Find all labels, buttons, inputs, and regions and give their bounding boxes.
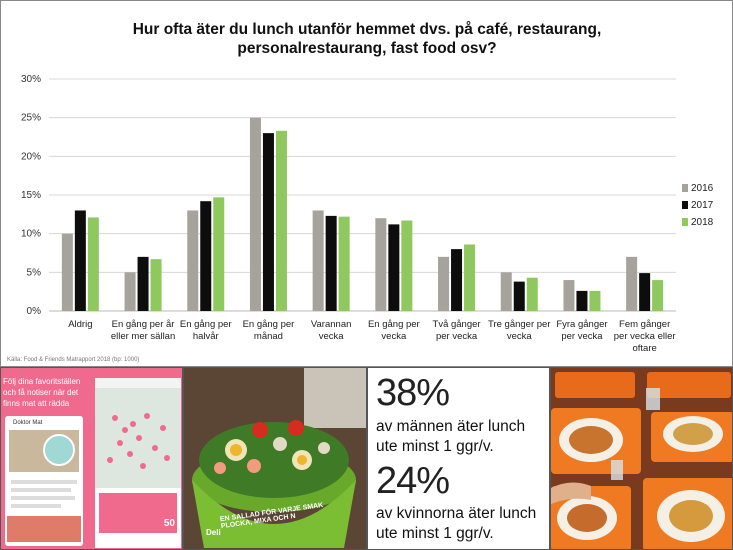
bar-2016-2 <box>187 210 199 311</box>
category-label: Fem gånger per vecka eller oftare <box>614 319 676 354</box>
bar-2016-3 <box>249 117 261 312</box>
bar-2017-1 <box>137 256 149 311</box>
category-label: En gång per halvår <box>180 319 232 342</box>
bar-2017-4 <box>325 215 337 311</box>
category-label: En gång per månad <box>243 319 295 342</box>
bar-2018-0 <box>87 217 99 311</box>
bar-2017-7 <box>513 281 525 311</box>
offer-card: 50 <box>99 493 177 533</box>
legend-swatch-2017 <box>682 201 688 209</box>
y-tick-label: 20% <box>21 151 41 162</box>
chart-title-line-1: Hur ofta äter du lunch utanför hemmet dv… <box>133 21 602 38</box>
legend-swatch-2018 <box>682 218 688 226</box>
bar-2018-4 <box>338 216 350 311</box>
bar-2017-5 <box>388 224 400 311</box>
map-view <box>95 388 181 488</box>
category-label: Varannan vecka <box>311 319 352 342</box>
bar-2016-4 <box>312 210 324 311</box>
category-label: Fyra gånger per vecka <box>556 319 607 342</box>
bar-2017-3 <box>262 133 274 311</box>
bar-2016-7 <box>500 272 512 311</box>
legend-label-2016: 2016 <box>691 183 714 194</box>
y-tick-label: 25% <box>21 113 41 124</box>
bar-2017-2 <box>200 201 212 311</box>
men-text-line-2: ute minst 1 ggr/v. <box>376 438 494 455</box>
bar-2018-1 <box>150 259 162 311</box>
women-text-line-2: ute minst 1 ggr/v. <box>376 525 494 542</box>
bar-2016-0 <box>61 233 73 311</box>
map-screen: 50 <box>95 378 181 548</box>
app-card-title: Doktor Mat <box>13 420 43 426</box>
bowl-brand: Deli <box>206 528 221 537</box>
bar-2016-5 <box>375 218 387 311</box>
chart-panel: Hur ofta äter du lunch utanför hemmet dv… <box>0 0 733 367</box>
bar-2018-6 <box>464 244 476 311</box>
category-label: En gång per år eller mer sällan <box>111 319 175 342</box>
category-label: Tre gånger per vecka <box>488 319 551 342</box>
women-percent: 24% <box>376 460 450 502</box>
y-tick-label: 0% <box>27 306 42 317</box>
bar-2017-6 <box>451 249 463 311</box>
bar-chart: Hur ofta äter du lunch utanför hemmet dv… <box>7 21 714 363</box>
women-text-line-1: av kvinnorna äter lunch <box>376 505 537 522</box>
bar-2017-8 <box>576 290 588 311</box>
legend-swatch-2016 <box>682 184 688 192</box>
y-tick-label: 30% <box>21 74 41 85</box>
logo-badge <box>43 434 75 466</box>
bar-2016-9 <box>626 256 638 311</box>
bar-2018-3 <box>275 130 287 311</box>
bar-2016-1 <box>124 272 136 311</box>
bar-2018-8 <box>589 290 601 311</box>
bar-2017-9 <box>639 273 651 311</box>
salad-bowl-illustration <box>184 368 366 549</box>
bar-2016-6 <box>438 256 450 311</box>
category-label: Aldrig <box>68 319 92 330</box>
bar-2018-5 <box>401 220 413 311</box>
bar-2016-8 <box>563 280 575 311</box>
app-screenshot-panel: Följ dina favoritställen och få notiser … <box>0 367 183 550</box>
men-percent: 38% <box>376 372 450 414</box>
offer-price: 50 <box>163 518 175 529</box>
y-tick-label: 15% <box>21 190 41 201</box>
y-tick-label: 5% <box>27 267 42 278</box>
app-header-text: Följ dina favoritställen och få notiser … <box>3 377 81 408</box>
app-card: Doktor Mat <box>5 416 83 546</box>
chart-source: Källa: Food & Friends Matrapport 2018 (b… <box>7 357 139 363</box>
statistics-panel: 38% av männen äter lunch ute minst 1 ggr… <box>367 367 550 550</box>
salad-photo-panel: EN SALLAD FÖR VARJE SMAK PLOCKA, MIXA OC… <box>183 367 367 550</box>
bar-2018-9 <box>652 280 664 311</box>
cafeteria-trays-illustration <box>551 368 732 549</box>
men-text-line-1: av männen äter lunch <box>376 418 526 435</box>
bar-2018-2 <box>213 197 225 311</box>
chart-title-line-2: personalrestaurang, fast food osv? <box>237 40 496 57</box>
category-label: Två gånger per vecka <box>433 319 481 342</box>
bar-2017-0 <box>74 210 86 311</box>
legend-label-2017: 2017 <box>691 200 714 211</box>
food-thumbnail <box>7 516 81 542</box>
bar-2018-7 <box>526 277 538 311</box>
legend-label-2018: 2018 <box>691 217 714 228</box>
category-label: En gång per vecka <box>368 319 420 342</box>
y-tick-label: 10% <box>21 229 41 240</box>
cafeteria-photo-panel <box>550 367 733 550</box>
